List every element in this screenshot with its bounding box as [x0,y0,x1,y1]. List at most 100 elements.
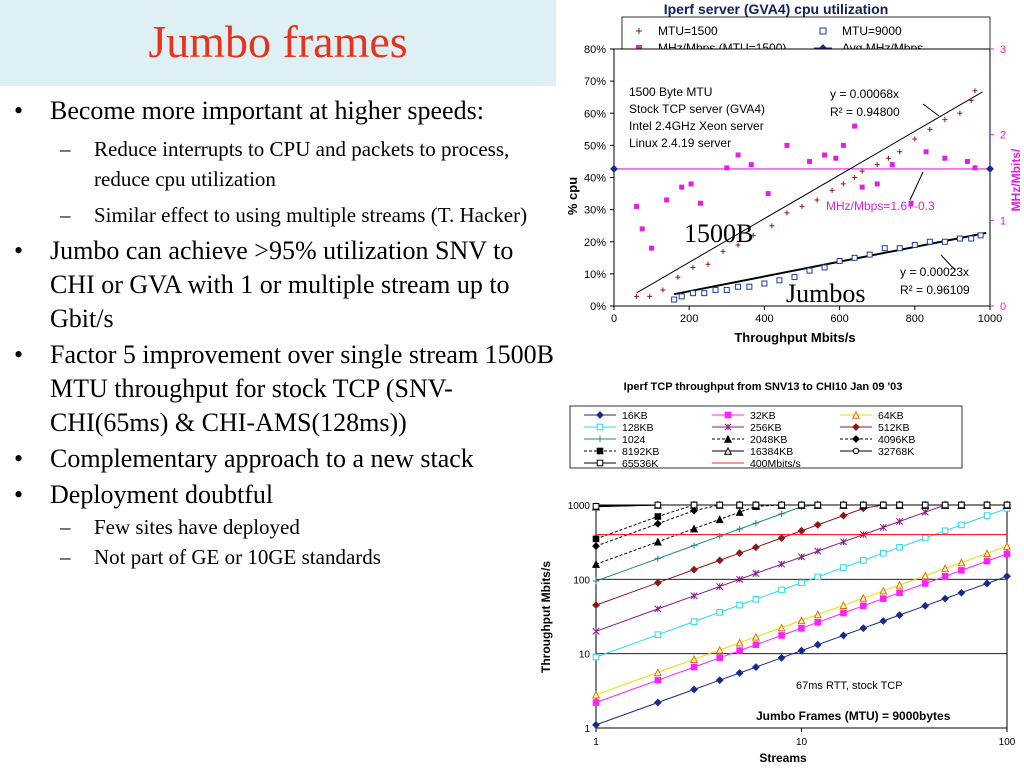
series-point [958,501,965,509]
series-point [859,624,868,633]
info-line: Stock TCP server (GVA4) [629,102,765,116]
series-point [941,594,950,603]
series-point [592,627,600,635]
mtu1500-point [829,187,835,193]
series-point [690,618,698,625]
series-point [752,595,760,603]
y2-tick-label: 3 [1000,44,1006,56]
y-tick-label: 100 [573,575,590,586]
mhz-point [735,152,741,158]
legend-label: 64KB [878,410,904,422]
series-point [735,549,744,558]
mhz-point [639,226,645,232]
series-point [896,543,903,551]
series-point [592,577,600,585]
series-point [752,543,760,552]
legend-symbol [852,447,860,455]
series-point [778,632,785,639]
legend-label: MTU=9000 [842,24,902,38]
mtu9000-point [735,283,742,290]
x-tick-label: 1000 [978,313,1002,325]
mhz-point [664,197,670,203]
series-point [813,610,822,619]
mtu9000-point [671,296,678,303]
series-point [983,557,991,565]
series-point [860,557,867,564]
legend-label: 512KB [878,422,910,434]
series-point [690,592,698,600]
mhz-point [942,155,948,161]
legend-label: 400Mbits/s [750,458,801,470]
series-point [879,595,887,602]
series-point [879,501,887,509]
series-point [1003,550,1011,558]
series-point [592,535,600,543]
mhz-point [874,181,880,187]
mhz-point [840,142,846,148]
mtu1500-point [647,293,653,299]
legend-symbol [819,27,827,35]
series-point [715,645,724,654]
legend-label: 1024 [622,434,646,446]
series-point [896,589,903,597]
series-point [839,631,848,640]
series-point [879,549,887,557]
series-point [1003,501,1011,509]
legend-label: 16384KB [750,446,793,458]
mtu1500-point [897,149,903,155]
series-point [798,579,805,587]
y2-tick-label: 2 [1000,130,1006,142]
dash-mark: – [60,203,71,227]
bullet-dot: • [14,340,24,369]
mhz-point [923,149,929,155]
info-line: Intel 2.4GHz Xeon server [629,119,764,133]
series-point [592,699,600,706]
legend-label: 128KB [622,422,654,434]
legend-symbol [596,459,604,467]
mtu9000-point [941,238,948,245]
series-point [921,601,930,610]
mtu9000-point [712,286,719,293]
mtu1500-point [957,110,963,116]
mhz-point [724,165,730,171]
legend-label: 4096KB [878,434,915,446]
series-point [941,501,949,509]
bullet-3: • Complementary approach to a new stack [14,442,554,476]
series-point [716,501,724,509]
series-point [777,653,786,662]
y-tick-label: 10% [584,269,606,281]
mtu1500-point [814,197,820,203]
series-point [840,564,847,571]
series-point [814,573,822,581]
series-point [840,609,847,617]
mtu9000-point [911,241,918,248]
series-point [653,668,662,677]
series-point [797,616,806,625]
dash-mark: – [60,137,71,161]
series-point [860,501,867,509]
fit1500-equation: y = 0.00068x [830,87,899,101]
mtu9000-point [968,235,975,242]
dash-mark: – [60,515,71,539]
mtu9000-point [689,290,696,297]
mhz-point [833,155,839,161]
series-point [752,501,760,509]
x-tick-label: 1 [593,737,599,748]
series-point [941,564,950,573]
series-point [690,654,699,663]
mtu1500-point [634,293,640,299]
x-tick-label: 10 [796,737,808,748]
arrow-mhz [909,171,924,201]
series-point [690,524,699,533]
series-point [716,609,724,616]
series-point [958,567,965,574]
y-tick-label: 10 [579,650,591,661]
series-point [957,588,966,597]
chart2-title: Iperf TCP throughput from SNV13 to CHI10… [624,381,903,393]
chart1-title: Iperf server (GVA4) cpu utilization [664,1,889,17]
series-point [735,507,744,516]
chart2-ylabel: Throughput Mbits/s [539,561,553,673]
series-point [690,565,698,574]
series-point [879,617,888,625]
y2-tick-label: 0 [1000,301,1006,313]
